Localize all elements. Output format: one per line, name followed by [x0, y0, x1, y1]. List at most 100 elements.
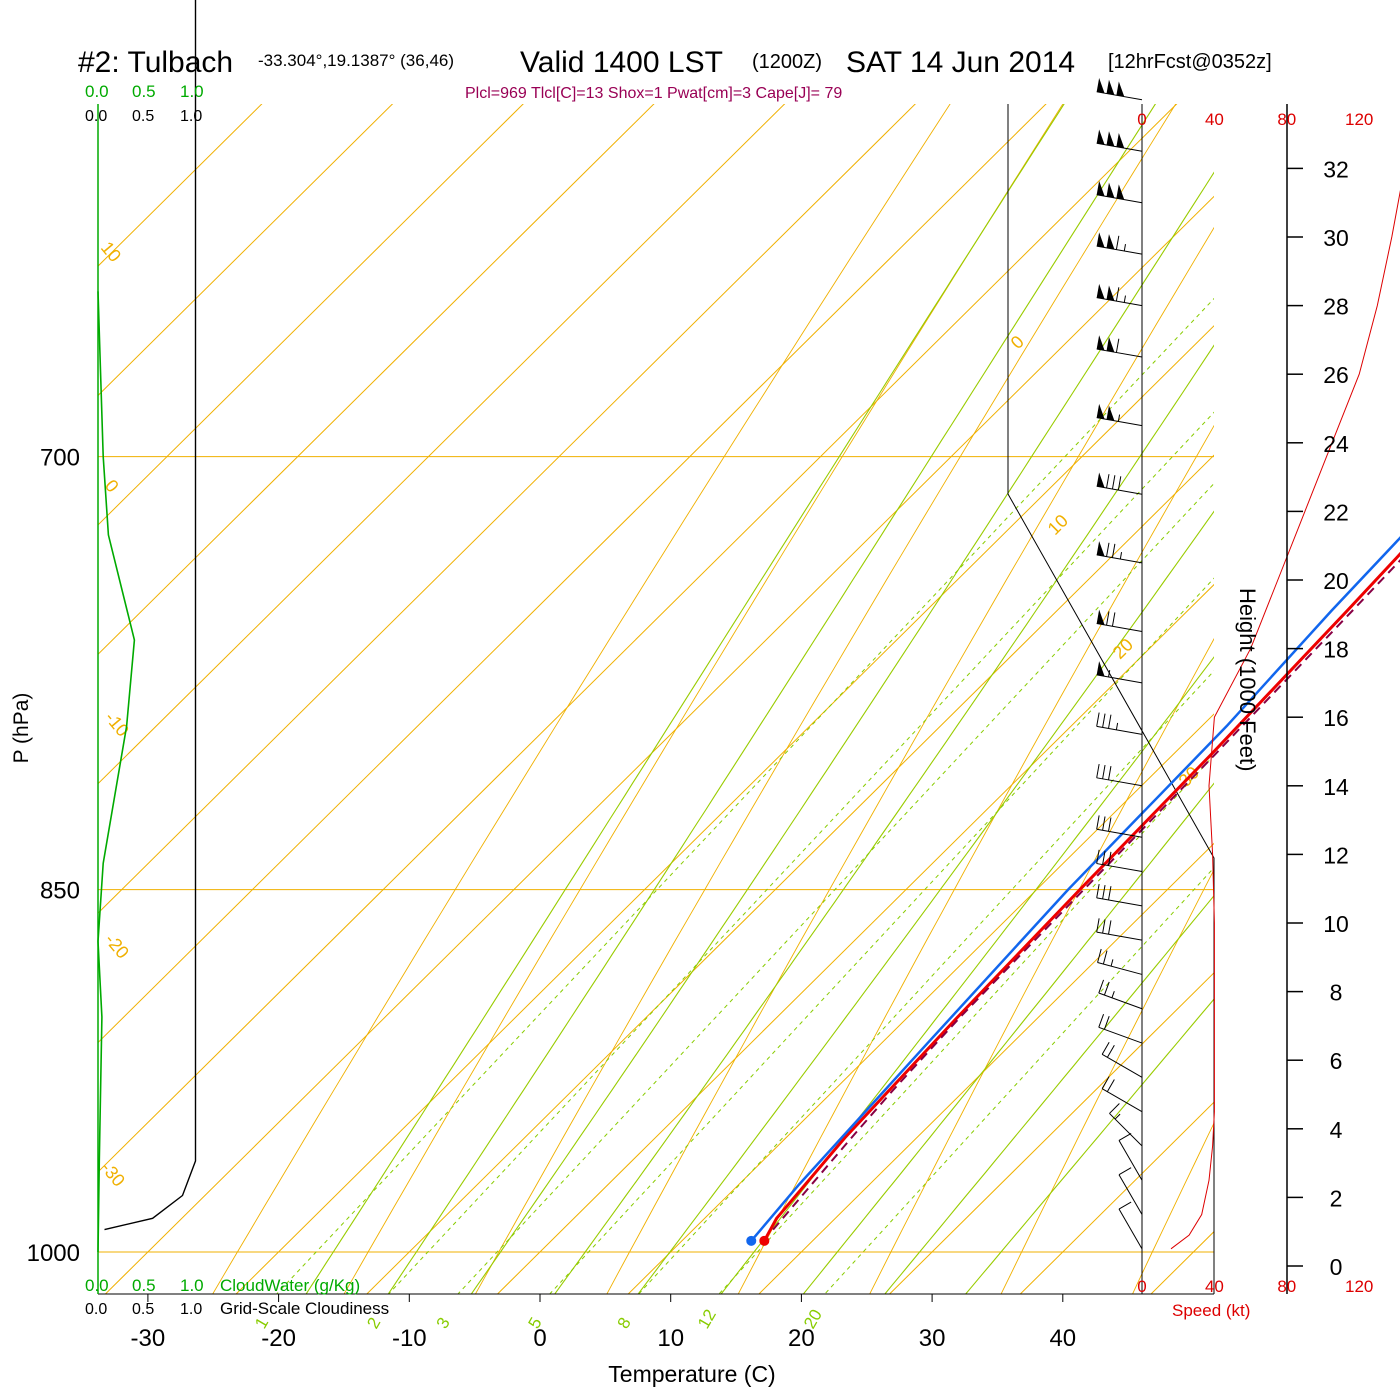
wind-barb — [1096, 712, 1143, 735]
wind-barb-pennant — [1096, 661, 1105, 677]
height-tick-label: 22 — [1323, 499, 1349, 525]
wind-barb — [1096, 815, 1143, 838]
wind-barb-flag — [1118, 1132, 1132, 1141]
speed-tick-label: 40 — [1205, 110, 1224, 129]
height-tick-label: 32 — [1323, 156, 1349, 182]
x-tick-label: -10 — [392, 1325, 427, 1352]
dewpoint-line — [750, 536, 1400, 1242]
wind-barb-half — [1111, 991, 1115, 998]
wind-barb — [1096, 541, 1143, 564]
wind-barb-half — [1123, 295, 1126, 303]
height-tick-label: 16 — [1323, 705, 1349, 731]
cloud-axis-tick: 0.0 — [85, 1301, 107, 1318]
pressure-tick-label: 1000 — [27, 1240, 80, 1267]
dewpoint-surface-point — [746, 1235, 757, 1246]
mixing-ratio-label: 3 — [433, 1314, 454, 1332]
temperature-surface-point — [759, 1235, 770, 1246]
isobar-lines — [98, 456, 1214, 1253]
wind-barb-pennant — [1096, 609, 1105, 625]
wind-barb-staff — [1096, 348, 1143, 358]
wind-barb-flag — [1096, 763, 1100, 778]
wind-barb — [1098, 979, 1143, 1010]
wind-barb-staff — [1109, 1113, 1143, 1147]
wind-barb — [1101, 1041, 1143, 1078]
wind-barb-flag — [1101, 1041, 1110, 1055]
cloudwater-label: CloudWater (g/Kg) — [220, 1276, 360, 1295]
x-tick-label: 30 — [919, 1325, 946, 1352]
height-tick-label: 0 — [1330, 1254, 1343, 1280]
wind-barb-pennant — [1116, 81, 1125, 97]
wind-barb — [1098, 1013, 1143, 1044]
chart-title-valid: Valid 1400 LST — [520, 46, 723, 79]
sounding-series — [746, 536, 1400, 1246]
moist-adiabat-line — [884, 894, 1214, 1294]
cloud-axis-tick: 1.0 — [180, 1301, 202, 1318]
moist-adiabat-lines — [305, 104, 1214, 1294]
wind-barb — [1096, 283, 1143, 307]
wind-barb-flag — [1102, 919, 1106, 934]
wind-barb-staff — [1101, 1088, 1143, 1113]
wind-barb — [1109, 1103, 1143, 1147]
wind-barb-flag — [1111, 543, 1116, 558]
temperature-axis-ticks: -30 -20 -10 0 10 20 30 40 — [131, 1294, 1076, 1352]
wind-barb-half — [1123, 244, 1126, 252]
pressure-tick-label: 850 — [40, 878, 80, 905]
isotherm-line — [235, 325, 1214, 1294]
wind-barb-flag — [1103, 981, 1110, 996]
dry-adiabat-line — [1187, 0, 1400, 1400]
chart-title-station: #2: Tulbach — [78, 46, 233, 79]
wind-barb-flag — [1108, 920, 1112, 935]
x-tick-label: -30 — [131, 1325, 166, 1352]
wind-barb — [1118, 1167, 1143, 1215]
wind-barb-flag — [1102, 816, 1106, 831]
wind-barb-flag — [1108, 886, 1112, 901]
cloud-axis-tick: 1.0 — [180, 108, 202, 125]
chart-title-zulu: (1200Z) — [752, 51, 822, 73]
wind-barb — [1096, 918, 1143, 941]
wind-barb-staff — [1096, 194, 1143, 204]
isotherm-line — [366, 454, 1214, 1294]
mixing-ratio-line — [387, 411, 1214, 1294]
wind-barb-pennant — [1096, 403, 1105, 420]
wind-barbs — [1096, 78, 1143, 1250]
cloud-axis-tick: 0.0 — [85, 82, 109, 101]
height-tick-label: 28 — [1323, 294, 1349, 320]
dry-adiabat-line — [606, 226, 1214, 1294]
wind-barb — [1096, 472, 1143, 495]
wind-barb-flag — [1115, 235, 1120, 250]
wind-barb-flag — [1111, 475, 1116, 490]
cloudwater-line — [97, 291, 136, 1253]
pressure-tick-label: 700 — [40, 445, 80, 472]
x-tick-label: 20 — [788, 1325, 815, 1352]
speed-tick-label: 120 — [1345, 110, 1373, 129]
wind-barb-staff — [1096, 777, 1143, 787]
wind-barb — [1096, 763, 1143, 787]
y-axis-label: P (hPa) — [10, 693, 33, 764]
height-tick-label: 2 — [1330, 1185, 1343, 1211]
wind-barb-flag — [1108, 817, 1112, 832]
wind-barb-flag — [1102, 713, 1106, 728]
isotherm-label: 20 — [1109, 635, 1137, 663]
wind-barb-pennant — [1096, 78, 1105, 94]
wind-barb-flag — [1118, 1201, 1132, 1210]
height-tick-label: 30 — [1323, 225, 1349, 251]
wind-barb-pennant — [1116, 184, 1125, 200]
isotherm-label: -20 — [101, 930, 133, 963]
wind-barb — [1096, 661, 1143, 684]
wind-barb-flag — [1096, 883, 1100, 898]
wind-barb-pennant — [1096, 472, 1105, 488]
mixing-ratio-lines — [275, 297, 1214, 1294]
wind-barb-pennant — [1096, 232, 1105, 248]
temperature-line — [762, 551, 1400, 1242]
wind-barb-flag — [1115, 338, 1120, 353]
wind-barb-pennant — [1106, 337, 1115, 353]
wind-barb-pennant — [1096, 541, 1105, 557]
isotherm-line — [627, 713, 1214, 1294]
wind-barb-staff — [1098, 992, 1143, 1010]
height-tick-label: 6 — [1330, 1048, 1343, 1074]
cloud-axis-tick: 0.0 — [85, 1276, 109, 1295]
